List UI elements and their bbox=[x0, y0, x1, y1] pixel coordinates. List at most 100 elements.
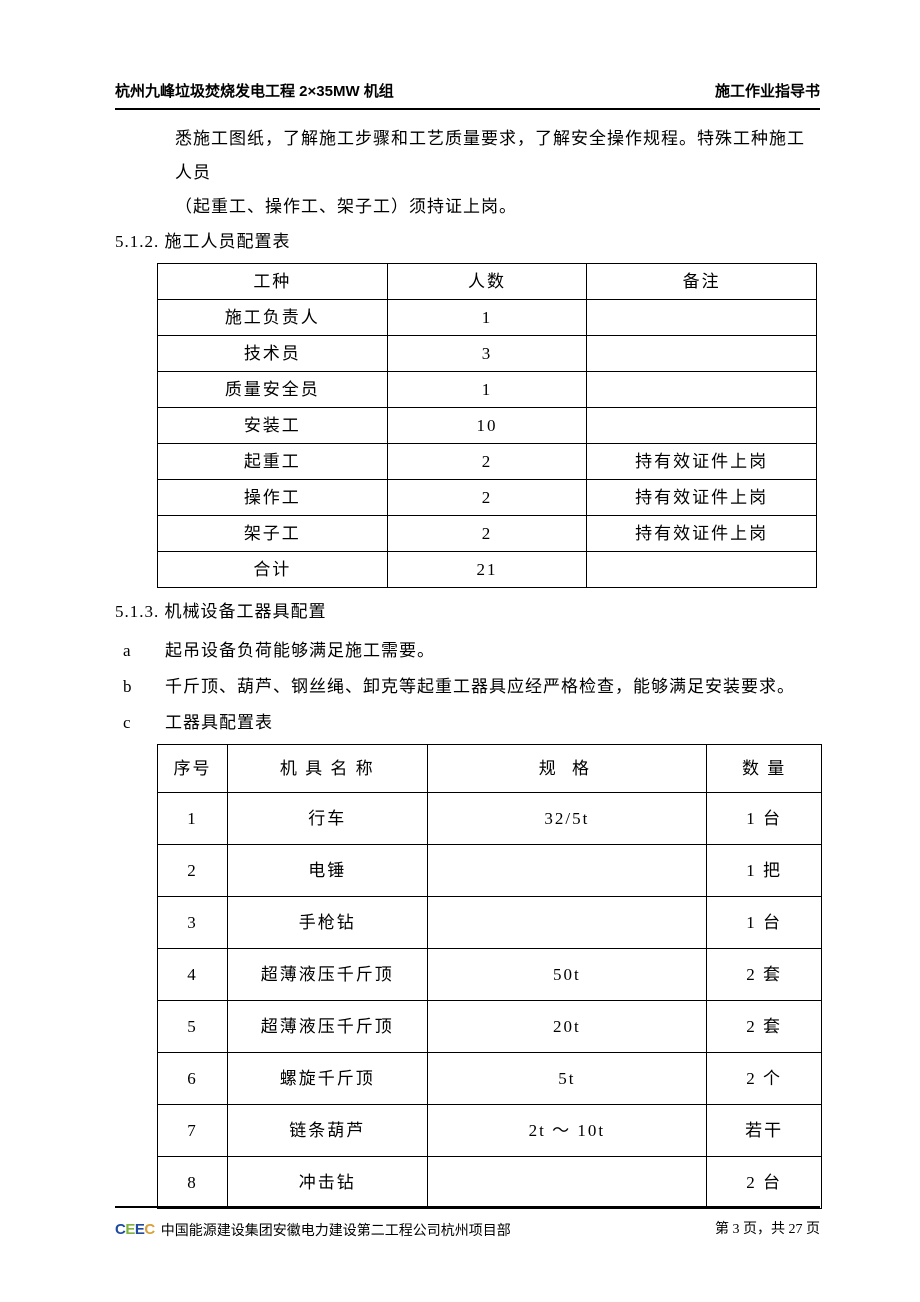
table-row: 2电锤 1 把 bbox=[158, 845, 822, 897]
col-header: 序号 bbox=[158, 745, 228, 793]
table-cell: 电锤 bbox=[227, 845, 427, 897]
col-header: 机 具 名 称 bbox=[227, 745, 427, 793]
table-header-row: 序号 机 具 名 称 规 格 数 量 bbox=[158, 745, 822, 793]
table-cell: 2 bbox=[387, 444, 587, 480]
footer-divider bbox=[115, 1206, 820, 1208]
table-cell: 6 bbox=[158, 1053, 228, 1105]
table-cell: 手枪钻 bbox=[227, 897, 427, 949]
list-letter: c bbox=[123, 705, 165, 741]
table-cell: 10 bbox=[387, 408, 587, 444]
table-row: 合计21 bbox=[158, 552, 817, 588]
list-letter: a bbox=[123, 633, 165, 669]
table-cell: 操作工 bbox=[158, 480, 388, 516]
table-cell: 5t bbox=[427, 1053, 707, 1105]
table-cell: 技术员 bbox=[158, 336, 388, 372]
table-row: 7链条葫芦2t ～ 10t若干 bbox=[158, 1105, 822, 1157]
section-512-title: 5.1.2. 施工人员配置表 bbox=[115, 228, 820, 255]
list-text: 千斤顶、葫芦、钢丝绳、卸克等起重工器具应经严格检查，能够满足安装要求。 bbox=[165, 669, 795, 705]
table-cell: 持有效证件上岗 bbox=[587, 480, 817, 516]
list-letter: b bbox=[123, 669, 165, 705]
table-row: 施工负责人1 bbox=[158, 300, 817, 336]
table-row: 1行车32/5t1 台 bbox=[158, 793, 822, 845]
list-item-a: a 起吊设备负荷能够满足施工需要。 bbox=[123, 633, 820, 669]
list-item-b: b 千斤顶、葫芦、钢丝绳、卸克等起重工器具应经严格检查，能够满足安装要求。 bbox=[123, 669, 820, 705]
table-cell: 2 套 bbox=[707, 1001, 822, 1053]
table-cell: 2 bbox=[158, 845, 228, 897]
table-row: 4超薄液压千斤顶50t2 套 bbox=[158, 949, 822, 1001]
table-cell bbox=[427, 1157, 707, 1209]
footer-page-number: 第 3 页，共 27 页 bbox=[715, 1219, 820, 1241]
table-cell: 4 bbox=[158, 949, 228, 1001]
ceec-logo-icon: CEEC bbox=[115, 1218, 155, 1242]
table-cell: 2 bbox=[387, 516, 587, 552]
personnel-table: 工种 人数 备注 施工负责人1技术员3质量安全员1安装工10起重工2持有效证件上… bbox=[157, 263, 817, 588]
tools-table: 序号 机 具 名 称 规 格 数 量 1行车32/5t1 台2电锤1 把3手枪钻… bbox=[157, 744, 822, 1209]
table-cell bbox=[587, 552, 817, 588]
table-cell: 施工负责人 bbox=[158, 300, 388, 336]
table-cell bbox=[587, 408, 817, 444]
section-513-title: 5.1.3. 机械设备工器具配置 bbox=[115, 598, 820, 625]
table-cell: 持有效证件上岗 bbox=[587, 516, 817, 552]
table-row: 安装工10 bbox=[158, 408, 817, 444]
paragraph-continuation: 悉施工图纸，了解施工步骤和工艺质量要求，了解安全操作规程。特殊工种施工人员 （起… bbox=[175, 122, 820, 224]
table-row: 操作工2持有效证件上岗 bbox=[158, 480, 817, 516]
table-row: 技术员3 bbox=[158, 336, 817, 372]
table-cell: 超薄液压千斤顶 bbox=[227, 1001, 427, 1053]
table-row: 6螺旋千斤顶5t2 个 bbox=[158, 1053, 822, 1105]
footer-company: 中国能源建设集团安徽电力建设第二工程公司杭州项目部 bbox=[161, 1219, 511, 1241]
table-cell: 起重工 bbox=[158, 444, 388, 480]
table-cell: 2 bbox=[387, 480, 587, 516]
table-cell: 7 bbox=[158, 1105, 228, 1157]
table-row: 起重工2持有效证件上岗 bbox=[158, 444, 817, 480]
table-cell: 行车 bbox=[227, 793, 427, 845]
table-cell: 合计 bbox=[158, 552, 388, 588]
table-cell bbox=[587, 372, 817, 408]
table-cell: 持有效证件上岗 bbox=[587, 444, 817, 480]
table-cell: 3 bbox=[387, 336, 587, 372]
col-header: 人数 bbox=[387, 264, 587, 300]
table-cell bbox=[427, 845, 707, 897]
col-header: 工种 bbox=[158, 264, 388, 300]
col-header: 备注 bbox=[587, 264, 817, 300]
list-text: 工器具配置表 bbox=[165, 705, 273, 741]
table-cell: 32/5t bbox=[427, 793, 707, 845]
table-row: 质量安全员1 bbox=[158, 372, 817, 408]
table-row: 8冲击钻2 台 bbox=[158, 1157, 822, 1209]
table-cell: 超薄液压千斤顶 bbox=[227, 949, 427, 1001]
table-cell bbox=[587, 336, 817, 372]
table-cell: 1 bbox=[158, 793, 228, 845]
table-cell bbox=[427, 897, 707, 949]
list-text: 起吊设备负荷能够满足施工需要。 bbox=[165, 633, 435, 669]
page-header: 杭州九峰垃圾焚烧发电工程 2×35MW 机组 施工作业指导书 bbox=[115, 80, 820, 110]
list-item-c: c 工器具配置表 bbox=[123, 705, 820, 741]
table-cell: 5 bbox=[158, 1001, 228, 1053]
table-row: 3手枪钻 1 台 bbox=[158, 897, 822, 949]
table-cell: 20t bbox=[427, 1001, 707, 1053]
table-header-row: 工种 人数 备注 bbox=[158, 264, 817, 300]
table-cell: 1 bbox=[387, 300, 587, 336]
table-cell: 质量安全员 bbox=[158, 372, 388, 408]
footer-left: CEEC 中国能源建设集团安徽电力建设第二工程公司杭州项目部 bbox=[115, 1218, 511, 1242]
table-cell: 1 bbox=[387, 372, 587, 408]
table-cell: 3 bbox=[158, 897, 228, 949]
table-cell: 2 套 bbox=[707, 949, 822, 1001]
table-cell: 50t bbox=[427, 949, 707, 1001]
table-cell: 安装工 bbox=[158, 408, 388, 444]
table-cell: 1 台 bbox=[707, 897, 822, 949]
col-header: 规 格 bbox=[427, 745, 707, 793]
table-cell: 1 把 bbox=[707, 845, 822, 897]
table-row: 架子工2持有效证件上岗 bbox=[158, 516, 817, 552]
table-cell: 若干 bbox=[707, 1105, 822, 1157]
header-left: 杭州九峰垃圾焚烧发电工程 2×35MW 机组 bbox=[115, 80, 394, 104]
table-cell: 架子工 bbox=[158, 516, 388, 552]
table-cell: 2 个 bbox=[707, 1053, 822, 1105]
table-cell: 链条葫芦 bbox=[227, 1105, 427, 1157]
table-cell: 1 台 bbox=[707, 793, 822, 845]
header-right: 施工作业指导书 bbox=[715, 80, 820, 104]
table-cell: 冲击钻 bbox=[227, 1157, 427, 1209]
table-cell: 螺旋千斤顶 bbox=[227, 1053, 427, 1105]
table-cell: 2 台 bbox=[707, 1157, 822, 1209]
table-row: 5超薄液压千斤顶20t2 套 bbox=[158, 1001, 822, 1053]
para-line-1: 悉施工图纸，了解施工步骤和工艺质量要求，了解安全操作规程。特殊工种施工人员 bbox=[175, 122, 820, 190]
para-line-2: （起重工、操作工、架子工）须持证上岗。 bbox=[175, 190, 820, 224]
